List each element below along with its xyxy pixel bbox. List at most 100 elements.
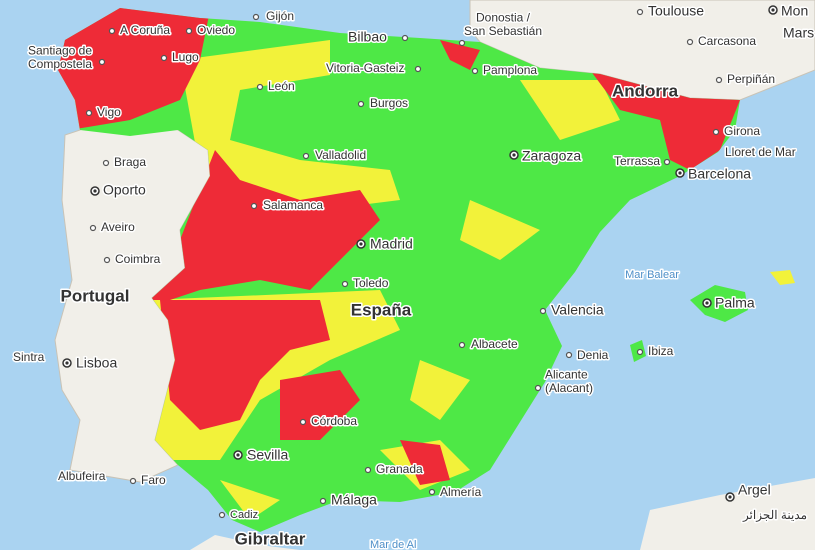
place-label: Girona [724,124,760,138]
place-dot [414,65,422,73]
place-label: Valencia [551,302,604,318]
place-dot [359,242,363,246]
place-label: Oporto [103,182,146,198]
place-label: Oviedo [197,23,235,37]
island-menorca [770,270,795,285]
place-dot [85,109,93,117]
place-label: Braga [114,155,146,169]
place-label-line: Compostela [28,57,92,71]
place-label: Terrassa [614,154,660,168]
place-dot [539,307,547,315]
place-dot [129,477,137,485]
place-dot [65,361,69,365]
place-label: Carcasona [698,34,756,48]
place-dot [319,497,327,505]
place-dot [102,159,110,167]
place-label: Sintra [13,350,45,364]
land [190,478,815,550]
place-label: Argel [738,482,771,498]
place-label: Palma [715,295,755,311]
place-label: Lloret de Mar [725,145,796,159]
place-label: Bilbao [348,29,387,45]
place-label: Málaga [331,492,377,508]
place-dot [471,67,479,75]
place-label: Mars [783,25,814,41]
place-label: Barcelona [688,166,751,182]
place-dot [93,189,97,193]
place-dot [401,34,409,42]
place-dot [160,54,168,62]
place-dot [663,158,671,166]
island-mallorca [690,285,748,322]
place-label: Toulouse [648,3,704,19]
place-label: Salamanca [263,198,323,212]
place-dot [250,202,258,210]
place-label: Zaragoza [522,148,581,164]
place-label: España [351,300,412,319]
region-yellow [150,40,620,520]
place-label: Almería [440,485,482,499]
place-label: Albacete [471,337,518,351]
place-dot [686,38,694,46]
place-label: Perpiñán [727,72,775,86]
place-label-line: Alicante [545,368,588,382]
place-label: Faro [141,473,166,487]
place-dot [636,8,644,16]
place-label: Denia [577,348,609,362]
place-label: مدينة الجزائر [742,508,807,522]
place-label: Valladolid [315,148,366,162]
place-label: Granada [376,462,423,476]
place-dot [256,83,264,91]
place-label: Mon [781,3,808,19]
place-dot [565,351,573,359]
place-dot [357,100,365,108]
place-label: Andorra [612,81,679,100]
place-label: Donostia / San Sebastián [464,11,542,39]
place-label: Santiago de Compostela [28,44,92,72]
place-dot [299,418,307,426]
place-dot [678,171,682,175]
place-label: Burgos [370,96,408,110]
place-label: Madrid [370,236,413,252]
place-label: Coimbra [115,252,161,266]
place-label: Lugo [172,50,199,64]
place-dot [534,384,542,392]
place-dot [98,58,106,66]
place-dot [108,27,116,35]
place-dot [771,8,775,12]
place-dot [89,224,97,232]
labels: Gijón A Coruña Oviedo Santiago de Compostela… [12,1,815,550]
place-dot [341,280,349,288]
place-label: Córdoba [311,414,357,428]
region-red [58,8,740,485]
place-label: Vitoria-Gasteiz [326,61,404,75]
place-label-line: (Alacant) [545,381,593,395]
place-label: Albufeira [58,469,106,483]
place-label: León [268,79,295,93]
place-label-line: San Sebastián [464,24,542,38]
place-label: Lisboa [76,355,117,371]
place-dot [458,39,466,47]
place-label: Toledo [353,276,389,290]
place-label: Ibiza [648,344,674,358]
place-dot [712,128,720,136]
place-dot [364,466,372,474]
place-dot [218,511,226,519]
place-label: A Coruña [120,23,170,37]
place-dot [236,453,240,457]
place-label: Portugal [61,286,130,305]
place-label: Gibraltar [235,529,306,548]
place-dot [103,256,111,264]
place-dot [705,301,709,305]
place-dot [636,348,644,356]
place-label: Pamplona [483,63,537,77]
place-label: Cadiz [230,509,258,521]
place-label: Mar de Al [370,539,416,550]
place-label: Gijón [266,9,294,23]
place-label: Alicante (Alacant) [545,368,593,396]
place-label-line: Donostia / [476,11,531,25]
place-dot [302,152,310,160]
place-label: Mar Balear [625,269,679,281]
place-dot [185,27,193,35]
